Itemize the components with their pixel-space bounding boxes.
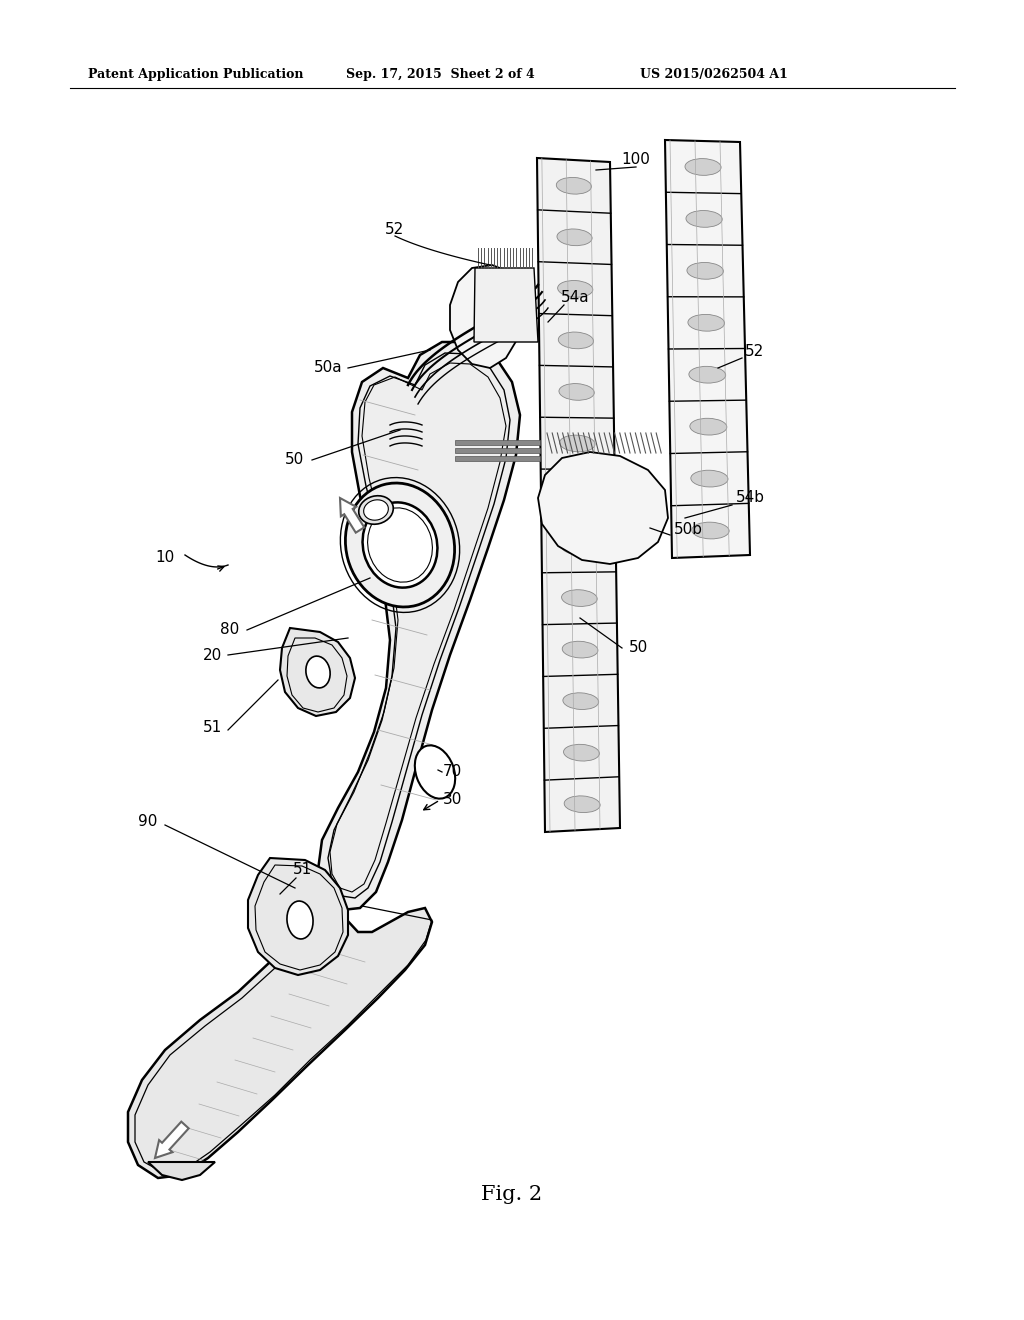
- Ellipse shape: [689, 367, 726, 383]
- Polygon shape: [474, 268, 538, 342]
- Polygon shape: [248, 858, 348, 975]
- Polygon shape: [450, 265, 524, 368]
- Ellipse shape: [563, 744, 599, 762]
- Ellipse shape: [685, 158, 721, 176]
- Ellipse shape: [686, 210, 722, 227]
- Text: 30: 30: [442, 792, 462, 808]
- Text: 54b: 54b: [735, 491, 765, 506]
- Ellipse shape: [560, 487, 596, 503]
- Ellipse shape: [558, 333, 594, 348]
- Polygon shape: [455, 440, 540, 445]
- Ellipse shape: [557, 228, 592, 246]
- Text: 100: 100: [622, 153, 650, 168]
- Ellipse shape: [556, 177, 592, 194]
- Text: 54a: 54a: [561, 290, 590, 305]
- Polygon shape: [538, 451, 668, 564]
- Text: 51: 51: [203, 721, 221, 735]
- Polygon shape: [155, 1122, 188, 1158]
- Ellipse shape: [691, 470, 728, 487]
- Ellipse shape: [559, 436, 595, 451]
- Text: US 2015/0262504 A1: US 2015/0262504 A1: [640, 69, 787, 81]
- Ellipse shape: [559, 384, 594, 400]
- Polygon shape: [280, 628, 355, 715]
- Text: 10: 10: [156, 550, 175, 565]
- Text: Fig. 2: Fig. 2: [481, 1185, 543, 1204]
- Ellipse shape: [563, 693, 599, 709]
- Ellipse shape: [287, 902, 313, 939]
- Ellipse shape: [364, 500, 388, 520]
- Ellipse shape: [415, 746, 456, 799]
- Text: 20: 20: [203, 648, 221, 663]
- Text: 80: 80: [220, 623, 240, 638]
- Ellipse shape: [558, 281, 593, 297]
- Text: 50: 50: [629, 640, 647, 656]
- Polygon shape: [340, 498, 365, 533]
- Text: 50b: 50b: [674, 523, 702, 537]
- Text: Sep. 17, 2015  Sheet 2 of 4: Sep. 17, 2015 Sheet 2 of 4: [346, 69, 535, 81]
- Polygon shape: [128, 898, 432, 1177]
- Ellipse shape: [564, 796, 600, 813]
- Text: 50: 50: [286, 453, 304, 467]
- Ellipse shape: [690, 418, 727, 436]
- Ellipse shape: [358, 496, 393, 524]
- Polygon shape: [665, 140, 750, 558]
- Ellipse shape: [562, 642, 598, 657]
- Text: 51: 51: [293, 862, 311, 878]
- Ellipse shape: [561, 590, 597, 606]
- Ellipse shape: [692, 523, 729, 539]
- Polygon shape: [455, 447, 540, 453]
- Text: Patent Application Publication: Patent Application Publication: [88, 69, 303, 81]
- Polygon shape: [148, 1162, 215, 1180]
- Polygon shape: [455, 455, 540, 461]
- Ellipse shape: [345, 483, 455, 607]
- Ellipse shape: [561, 539, 596, 554]
- Text: 52: 52: [385, 223, 404, 238]
- Polygon shape: [537, 158, 620, 832]
- Text: 52: 52: [745, 345, 765, 359]
- Ellipse shape: [362, 503, 437, 587]
- Text: 70: 70: [442, 764, 462, 780]
- Polygon shape: [318, 342, 520, 909]
- Ellipse shape: [687, 263, 723, 280]
- Text: 90: 90: [138, 814, 158, 829]
- Text: 50a: 50a: [313, 360, 342, 375]
- Ellipse shape: [688, 314, 725, 331]
- Ellipse shape: [306, 656, 330, 688]
